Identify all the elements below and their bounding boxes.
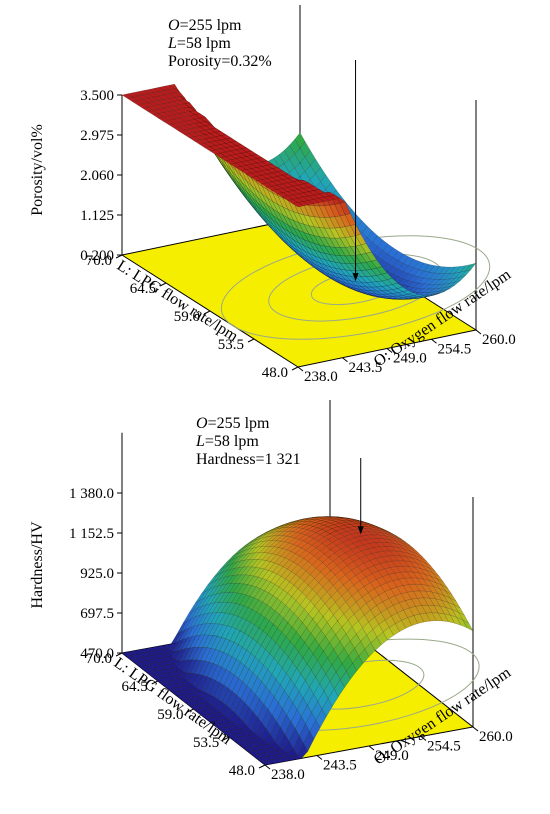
o-tick-label: 254.5 [438, 341, 472, 357]
porosity-surface-svg: 0.2001.1252.0602.9753.500Porosity/vol%48… [0, 0, 550, 400]
l-tick-label: 48.0 [262, 365, 288, 381]
o-tick [473, 727, 478, 731]
o-tick-label: 238.0 [304, 369, 338, 385]
annotation-value-2: =58 lpm [177, 35, 231, 52]
l-tick [292, 367, 298, 370]
z-tick-label: 1 152.5 [69, 526, 114, 542]
o-tick [343, 358, 348, 362]
o-tick [298, 367, 303, 371]
l-tick [248, 339, 254, 342]
o-tick [369, 746, 374, 750]
l-tick [259, 765, 265, 768]
o-tick-label: 254.5 [427, 739, 461, 755]
annotation-line-2: L=58 lpm [195, 433, 259, 450]
z-tick-label: 3.500 [80, 88, 114, 104]
annotation-line-2: L=58 lpm [167, 35, 231, 52]
o-tick-label: 260.0 [482, 332, 516, 348]
o-tick [476, 330, 481, 334]
z-axis-label: Porosity/vol% [29, 124, 46, 216]
annotation-line-1: O=255 lpm [168, 17, 242, 34]
annotation-line-1: O=255 lpm [196, 415, 270, 432]
annotation-var-1: O [168, 17, 180, 34]
annotation-value-1: =255 lpm [180, 17, 242, 34]
annotation-var-1: O [196, 415, 208, 432]
o-tick [432, 339, 437, 343]
z-tick-label: 2.975 [80, 128, 114, 144]
l-tick-label: 48.0 [229, 763, 255, 779]
annotation-line-3: Porosity=0.32% [168, 53, 272, 70]
o-tick [317, 756, 322, 760]
z-tick-label: 1 380.0 [69, 486, 114, 502]
o-tick-label: 238.0 [271, 767, 305, 783]
l-tick-label: 70.0 [86, 651, 112, 667]
o-tick [265, 765, 270, 769]
annotation-value-1: =255 lpm [208, 415, 270, 432]
o-tick-label: 243.5 [323, 758, 357, 774]
annotation-value-2: =58 lpm [205, 433, 259, 450]
annotation-line-3: Hardness=1 321 [196, 451, 301, 468]
z-tick-label: 2.060 [80, 168, 114, 184]
annotation-var-2: L [195, 433, 205, 450]
z-tick-label: 697.5 [80, 606, 114, 622]
l-tick-label: 70.0 [86, 253, 112, 269]
z-tick-label: 925.0 [80, 566, 114, 582]
z-axis-label: Hardness/HV [29, 521, 46, 609]
z-tick-label: 1.125 [80, 208, 114, 224]
annotation-var-2: L [167, 35, 177, 52]
o-tick-label: 260.0 [479, 729, 513, 745]
